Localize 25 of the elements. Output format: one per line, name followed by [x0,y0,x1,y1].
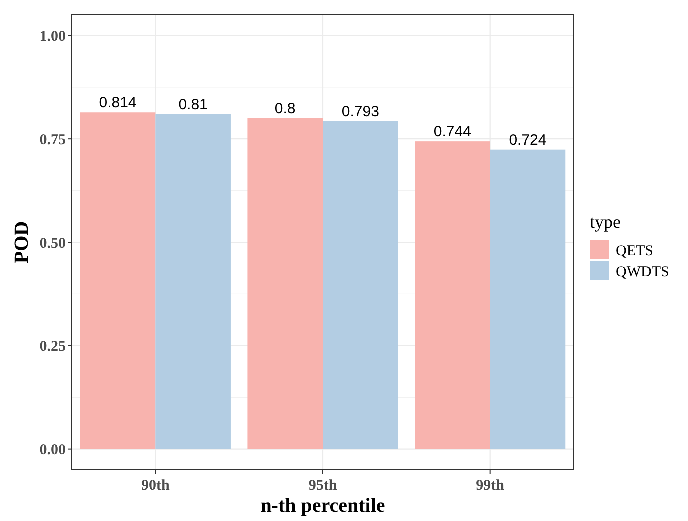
bar [323,121,398,450]
x-tick-label: 99th [476,478,506,494]
y-tick-label: 1.00 [40,28,66,45]
y-axis-title: POD [11,221,33,264]
data-label: 0.814 [99,94,137,112]
legend-label: QWDTS [616,264,670,280]
data-label: 0.793 [342,103,380,120]
x-tick-label: 90th [141,478,170,494]
bar [156,114,231,450]
data-label: 0.744 [434,124,472,141]
legend-label: QETS [616,243,654,260]
y-tick-label: 0.75 [40,132,66,148]
legend-title: type [590,212,621,232]
data-label: 0.81 [178,96,208,114]
y-tick-label: 0.00 [40,442,66,459]
bar [80,112,156,450]
bar [490,150,566,450]
bar [415,142,490,450]
y-tick-label: 0.50 [40,236,66,252]
bar [248,118,323,450]
x-tick-label: 95th [308,478,338,494]
y-tick-label: 0.25 [40,339,66,356]
data-label: 0.724 [509,132,547,149]
data-label: 0.8 [274,100,296,118]
x-axis-title: n-th percentile [260,495,386,517]
